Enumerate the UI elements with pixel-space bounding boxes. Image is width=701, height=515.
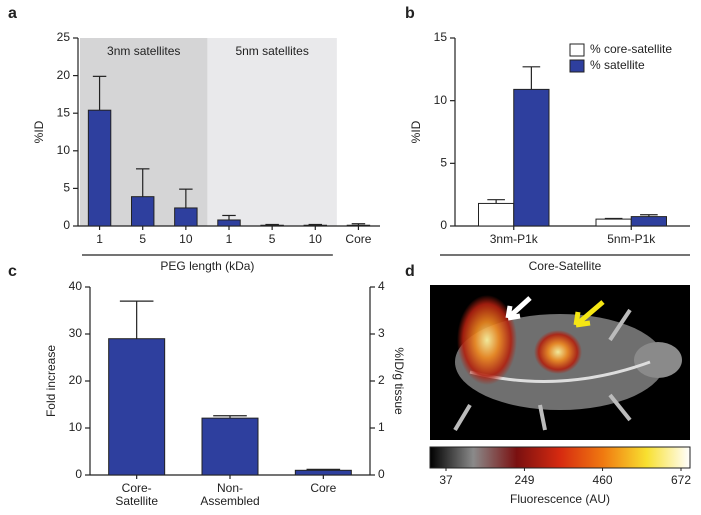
error-bar [92,75,107,111]
y2-tick-label: 1 [378,420,385,434]
bar [478,202,515,227]
bar [294,469,352,476]
panel-label: b [405,5,415,22]
region-label: 5nm satellites [235,44,308,58]
mouse-image [430,285,690,440]
legend-label: % satellite [590,58,645,72]
panel-label: a [8,5,17,22]
y-axis-label: %ID [32,120,46,143]
y-tick-label: 0 [440,218,447,232]
y-tick-label: 20 [69,373,83,387]
colorbar-tick-label: 672 [671,473,691,487]
x-tick-label: 10 [179,232,193,246]
legend-item: % core-satellite [569,42,672,57]
x-tick-label: 1 [96,232,103,246]
y-tick-label: 20 [57,68,71,82]
signal-2 [534,330,582,374]
y2-tick-label: 4 [378,279,385,293]
y-tick-label: 10 [69,420,83,434]
x-tick-label-line: Non- [217,481,243,495]
panel-label: d [405,263,415,280]
white-arrow [505,296,532,321]
bar [87,109,112,227]
x-tick-label: 10 [309,232,323,246]
y2-axis-label: %ID/g tissue [392,347,406,415]
x-tick-label: Core [345,232,371,246]
x-axis-label: PEG length (kDa) [160,259,254,273]
y-tick-label: 5 [440,156,447,170]
error-bar [119,300,154,339]
x-tick-label: 1 [226,232,233,246]
colorbar [429,446,691,469]
error-bar [522,66,541,90]
colorbar-tick-label: 460 [593,473,613,487]
bar [201,417,259,476]
error-bar [487,199,505,204]
y-axis-label: Fold increase [44,345,58,417]
shaded-region [207,38,337,226]
y-tick-label: 0 [63,218,70,232]
y2-tick-label: 0 [378,467,385,481]
bar [595,218,632,227]
colorbar-label: Fluorescence (AU) [510,492,610,506]
error-bar [222,214,236,220]
region-label: 3nm satellites [107,44,180,58]
bar [108,338,166,476]
x-tick-label-line: Core- [122,481,152,495]
bar [217,219,241,227]
x-tick-label: 5 [139,232,146,246]
x-tick-label: Non-Assembled [200,481,259,508]
x-tick-label: 3nm-P1k [490,232,539,246]
bar [303,224,328,227]
signal-1 [457,295,517,385]
y-tick-label: 15 [434,30,448,44]
x-tick-label: Core [310,481,336,495]
x-tick-label-line: Assembled [200,494,259,508]
y-tick-label: 5 [63,181,70,195]
y-tick-label: 30 [69,326,83,340]
y-axis-label: %ID [409,120,423,143]
x-axis-label: Core-Satellite [529,259,602,273]
y-tick-label: 0 [75,467,82,481]
error-bar [179,188,193,208]
panel-label: c [8,263,17,280]
legend-label: % core-satellite [590,42,672,56]
bar [513,88,550,227]
y-tick-label: 10 [57,143,71,157]
y-tick-label: 40 [69,279,83,293]
x-tick-label-line: Satellite [115,494,158,508]
bar [260,224,284,227]
y2-tick-label: 3 [378,326,385,340]
mouse-legs [453,308,632,432]
colorbar-tick-label: 249 [514,473,534,487]
bar [130,196,155,227]
legend-swatch [569,59,585,73]
x-tick-label: 5 [269,232,276,246]
legend-swatch [569,43,585,57]
mouse-head [634,342,682,378]
x-tick-label: Core-Satellite [115,481,158,508]
x-tick-label-line: Core [310,481,336,495]
yellow-arrow [573,300,605,328]
y-tick-label: 25 [57,30,71,44]
bar [174,207,198,227]
x-tick-label: 5nm-P1k [607,232,656,246]
legend-item: % satellite [569,58,645,73]
bar [630,216,667,227]
colorbar-tick-label: 37 [439,473,453,487]
error-bar [135,168,150,197]
y-tick-label: 15 [57,105,71,119]
bar [346,224,371,227]
y-tick-label: 10 [434,93,448,107]
y2-tick-label: 2 [378,373,385,387]
